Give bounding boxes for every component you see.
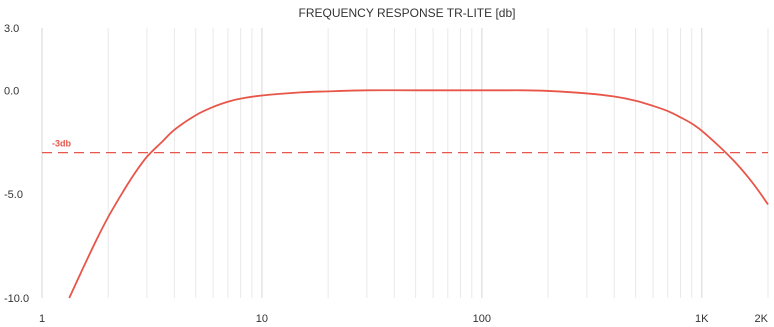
y-tick-label: 0.0 [4,85,19,97]
series-lines [68,89,769,299]
x-tick-label: 1K [695,313,709,325]
y-tick-labels: 3.0 0.0 -5.0 -10.0 [4,23,29,305]
reference-lines: -3db [42,139,768,154]
x-tick-label: 100 [473,313,491,325]
chart-title: FREQUENCY RESPONSE TR-LITE [db] [299,6,516,20]
y-tick-label: -5.0 [4,189,23,201]
grid-lines [41,28,769,298]
frequency-response-line [68,89,769,299]
y-tick-label: -10.0 [4,293,29,305]
x-tick-label: 2K [755,313,769,325]
y-tick-label: 3.0 [4,23,19,35]
reference-line-label: -3db [52,139,72,149]
x-tick-label: 1 [39,313,45,325]
x-tick-label: 10 [256,313,268,325]
x-tick-labels: 1 10 100 1K 2K [39,313,769,325]
